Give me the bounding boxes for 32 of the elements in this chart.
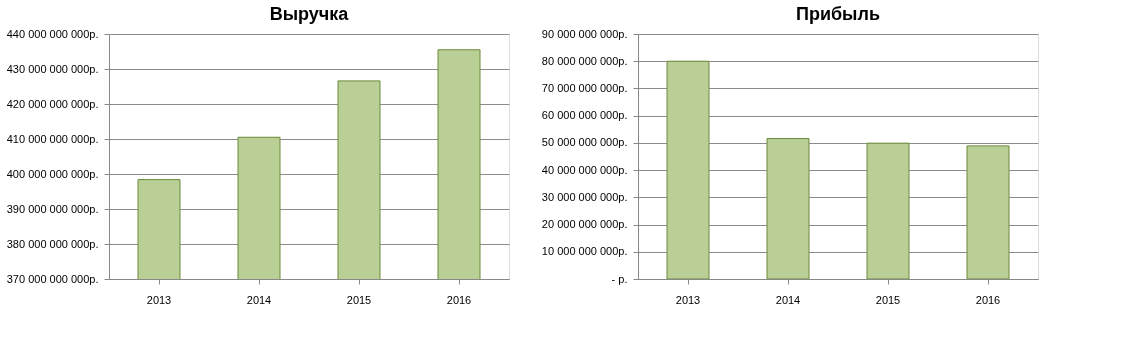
- y-tick-label: 30 000 000 000р.: [541, 190, 628, 203]
- bar: [666, 60, 710, 279]
- x-tick-label: 2014: [775, 293, 801, 306]
- x-tick-label: 2016: [446, 293, 472, 306]
- y-tick-label: 370 000 000 000р.: [6, 272, 99, 285]
- chart-title: Прибыль: [796, 4, 880, 24]
- y-tick-label: 70 000 000 000р.: [541, 81, 628, 94]
- y-tick-label: 410 000 000 000р.: [6, 132, 99, 145]
- x-tick-label: 2013: [675, 293, 701, 306]
- bar: [966, 145, 1010, 279]
- x-tick-label: 2015: [875, 293, 901, 306]
- y-tick-label: 400 000 000 000р.: [6, 167, 99, 180]
- y-tick-label: 50 000 000 000р.: [541, 136, 628, 149]
- x-tick-label: 2013: [146, 293, 172, 306]
- bar: [766, 138, 810, 279]
- chart-title: Выручка: [269, 4, 350, 24]
- y-tick-label: 440 000 000 000р.: [6, 27, 99, 40]
- y-tick-label: - р.: [611, 272, 628, 285]
- x-tick-label: 2015: [346, 293, 372, 306]
- y-tick-label: 20 000 000 000р.: [541, 218, 628, 231]
- x-tick-label: 2014: [246, 293, 272, 306]
- bar: [866, 142, 910, 279]
- y-tick-label: 90 000 000 000р.: [541, 27, 628, 40]
- y-tick-label: 10 000 000 000р.: [541, 245, 628, 258]
- y-tick-label: 430 000 000 000р.: [6, 62, 99, 75]
- y-tick-label: 40 000 000 000р.: [541, 163, 628, 176]
- y-tick-label: 380 000 000 000р.: [6, 237, 99, 250]
- y-tick-label: 80 000 000 000р.: [541, 54, 628, 67]
- y-tick-label: 420 000 000 000р.: [6, 97, 99, 110]
- y-tick-label: 390 000 000 000р.: [6, 202, 99, 215]
- x-tick-label: 2016: [975, 293, 1001, 306]
- y-tick-label: 60 000 000 000р.: [541, 109, 628, 122]
